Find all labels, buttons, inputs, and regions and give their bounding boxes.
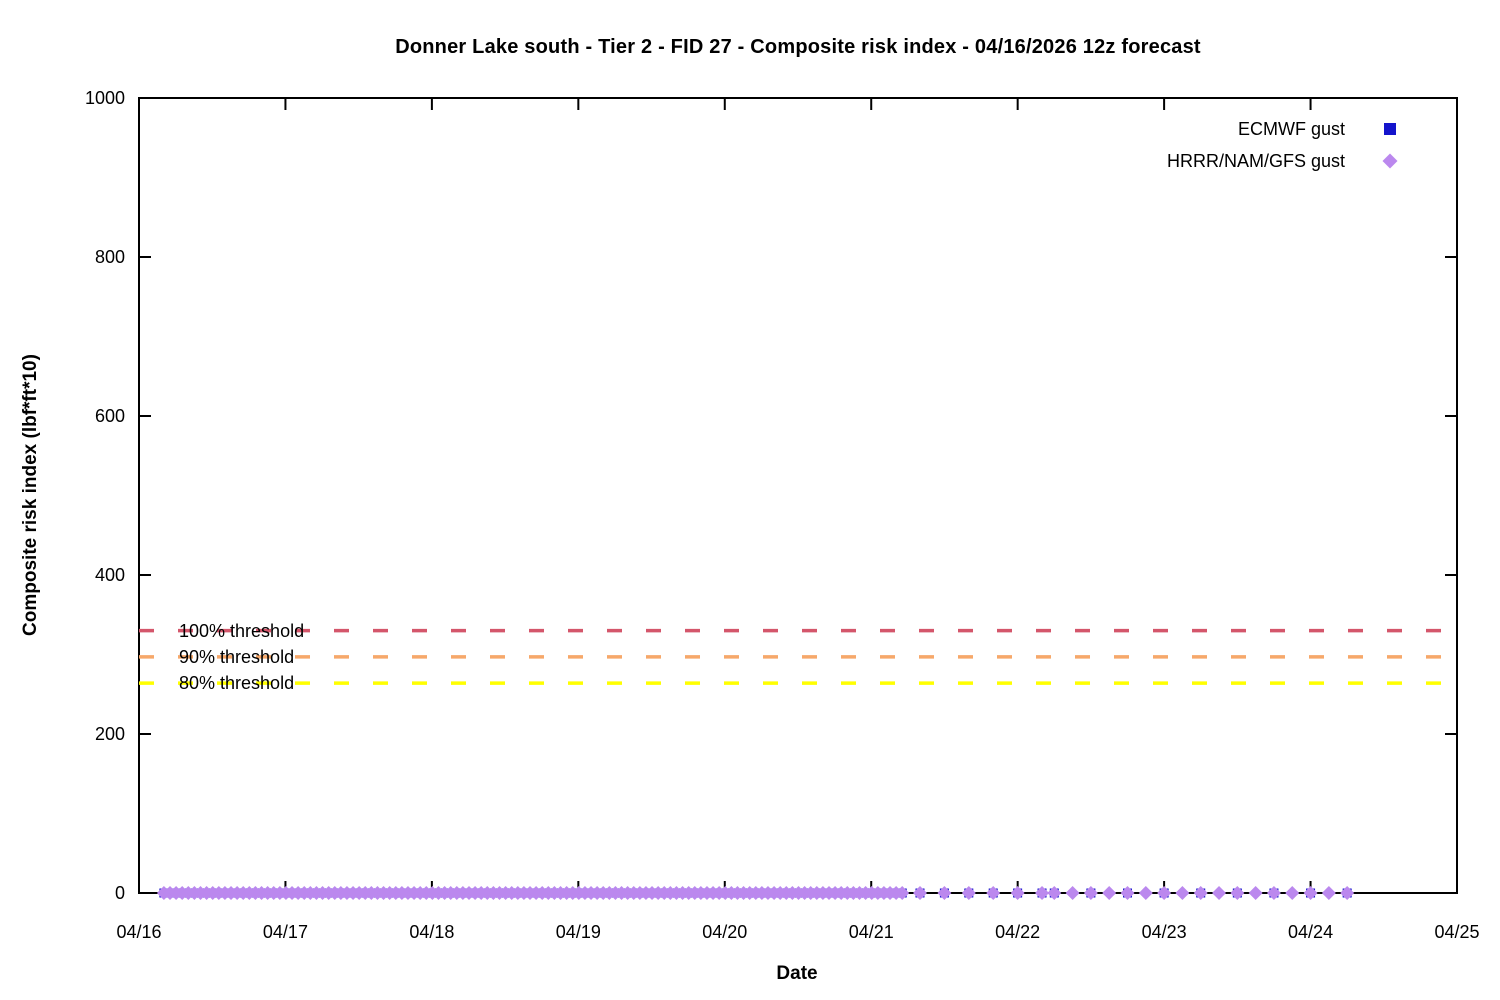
- x-tick-label: 04/19: [556, 922, 601, 942]
- x-tick-label: 04/18: [409, 922, 454, 942]
- plot-border: [138, 97, 1458, 894]
- x-axis-label: Date: [776, 963, 818, 984]
- legend-label-ecmwf: ECMWF gust: [1237, 119, 1345, 139]
- x-tick-label: 04/25: [1434, 922, 1479, 942]
- x-tick-label: 04/21: [849, 922, 894, 942]
- legend-label-hrrr-nam-gfs: HRRR/NAM/GFS gust: [1166, 151, 1345, 171]
- x-tick-label: 04/24: [1288, 922, 1333, 942]
- y-tick-label: 800: [95, 247, 125, 267]
- threshold-label-80: 80% threshold: [179, 673, 295, 693]
- threshold-label-100: 100% threshold: [179, 621, 305, 641]
- x-tick-label: 04/22: [995, 922, 1040, 942]
- x-tick-label: 04/17: [263, 922, 308, 942]
- y-tick-label: 400: [95, 565, 125, 585]
- x-tick-label: 04/20: [702, 922, 747, 942]
- x-tick-label: 04/23: [1142, 922, 1187, 942]
- x-tick-label: 04/16: [116, 922, 161, 942]
- chart-title: Donner Lake south - Tier 2 - FID 27 - Co…: [395, 36, 1201, 58]
- y-tick-label: 0: [115, 883, 125, 903]
- threshold-label-90: 90% threshold: [179, 647, 295, 667]
- legend-diamond-icon: [1381, 152, 1399, 175]
- legend-square-icon: [1383, 122, 1397, 141]
- hrrr-nam-gfs-gust-points: [156, 886, 1355, 900]
- y-tick-label: 200: [95, 724, 125, 744]
- y-tick-label: 1000: [85, 88, 125, 108]
- y-tick-label: 600: [95, 406, 125, 426]
